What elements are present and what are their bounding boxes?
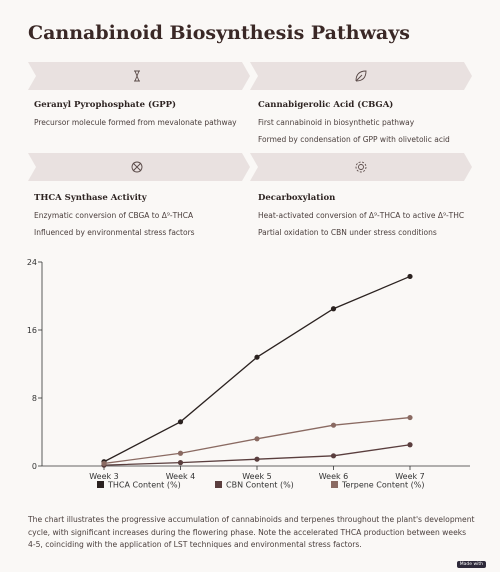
legend-swatch [215,481,222,488]
data-point [177,460,184,466]
step-card: Geranyl Pyrophosphate (GPP) Precursor mo… [34,100,249,127]
banner-shapes [28,62,472,181]
legend-label: CBN Content (%) [226,481,294,490]
x-tick-label: Week 5 [242,472,272,481]
x-tick-label: Week 3 [89,472,119,481]
step-line: Heat-activated conversion of Δ⁹-THCA to … [258,211,465,220]
step-line: Influenced by environmental stress facto… [34,228,195,237]
y-tick-label: 8 [32,394,37,403]
legend-swatch [331,481,338,488]
step-card: Cannabigerolic Acid (CBGA) First cannabi… [258,100,473,144]
legend-label: Terpene Content (%) [341,481,424,490]
y-tick-label: 24 [27,258,37,267]
step-title: Cannabigerolic Acid (CBGA) [258,100,394,110]
step-line: First cannabinoid in biosynthetic pathwa… [258,118,415,127]
legend-label: THCA Content (%) [107,481,181,490]
step-card: THCA Synthase Activity Enzymatic convers… [34,193,249,237]
step-line: Partial oxidation to CBN under stress co… [258,228,437,237]
chart: 0 8 16 24 Week 3 Week 4 Week 5 Week 6 Week 7 THCA… [27,258,470,490]
y-tick-label: 0 [32,462,37,471]
data-point [177,419,184,425]
data-point [177,450,184,456]
x-tick-label: Week 4 [166,472,196,481]
step-card: Decarboxylation Heat-activated conversio… [258,193,478,237]
step-banners [28,62,472,181]
data-point [407,442,413,448]
step-title: THCA Synthase Activity [34,193,147,203]
page-title: Cannabinoid Biosynthesis Pathways [28,22,410,44]
step-line: Enzymatic conversion of CBGA to Δ⁹-THCA [34,211,194,220]
legend-swatch [97,481,104,488]
y-tick-label: 16 [27,326,37,335]
data-point [254,436,260,442]
step-title: Decarboxylation [258,193,336,203]
data-point [330,422,337,428]
step-icons [131,70,367,173]
data-point [330,306,337,312]
step-line: Formed by condensation of GPP with olive… [258,135,450,144]
caption: The chart illustrates the progressive ac… [28,515,475,549]
series-line [103,444,411,466]
data-point [254,354,260,360]
series-line [103,275,411,463]
x-tick-label: Week 7 [395,472,425,481]
made-with-badge: Made with [456,561,486,568]
data-point [407,414,413,421]
data-point [254,456,260,462]
step-title: Geranyl Pyrophosphate (GPP) [34,100,177,110]
data-point [330,453,337,459]
x-tick-label: Week 6 [319,472,349,481]
step-line: Precursor molecule formed from mevalonat… [34,118,237,127]
data-point [407,273,413,280]
data-point [101,460,107,467]
